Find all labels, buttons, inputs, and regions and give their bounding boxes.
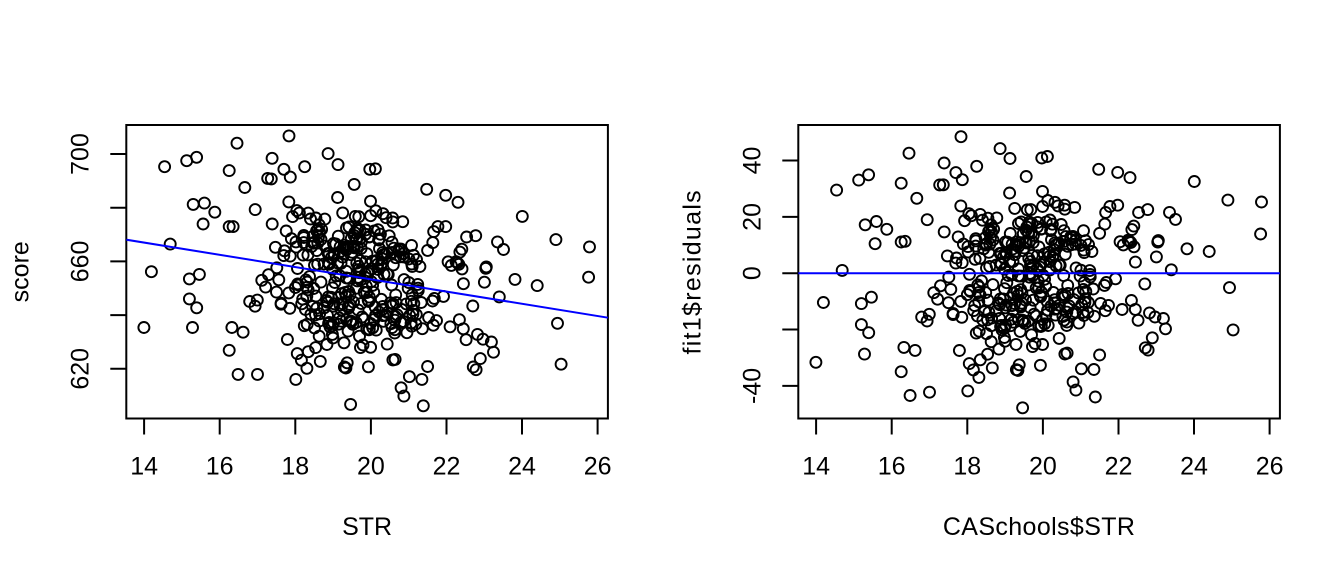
svg-text:24: 24 <box>508 453 536 481</box>
svg-text:CASchools$STR: CASchools$STR <box>943 513 1136 541</box>
svg-text:20: 20 <box>357 453 385 481</box>
svg-text:-40: -40 <box>739 368 767 404</box>
svg-text:24: 24 <box>1180 453 1208 481</box>
svg-text:14: 14 <box>130 453 158 481</box>
svg-text:18: 18 <box>281 453 309 481</box>
svg-text:700: 700 <box>67 133 95 175</box>
svg-text:fit1$residuals: fit1$residuals <box>679 189 707 355</box>
svg-text:20: 20 <box>1029 453 1057 481</box>
svg-text:16: 16 <box>206 453 234 481</box>
svg-text:26: 26 <box>584 453 612 481</box>
svg-text:20: 20 <box>739 203 767 231</box>
svg-text:22: 22 <box>433 453 461 481</box>
svg-text:0: 0 <box>739 266 767 280</box>
svg-text:18: 18 <box>953 453 981 481</box>
svg-text:STR: STR <box>342 513 392 541</box>
svg-text:620: 620 <box>67 348 95 390</box>
svg-text:660: 660 <box>67 241 95 283</box>
svg-text:score: score <box>7 241 35 302</box>
svg-text:26: 26 <box>1256 453 1284 481</box>
svg-text:16: 16 <box>878 453 906 481</box>
svg-text:14: 14 <box>802 453 830 481</box>
svg-text:40: 40 <box>739 147 767 175</box>
svg-text:22: 22 <box>1105 453 1133 481</box>
